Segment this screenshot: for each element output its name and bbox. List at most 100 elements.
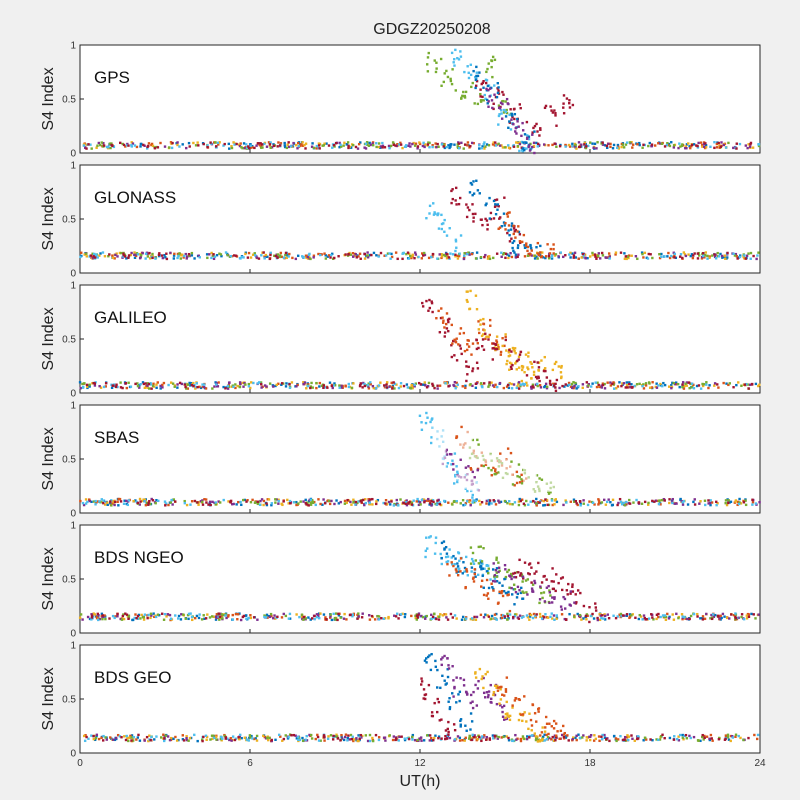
data-point [674, 256, 678, 260]
data-point [689, 614, 693, 618]
data-point [537, 487, 541, 491]
data-point [536, 130, 539, 133]
data-point [433, 612, 436, 616]
data-point [673, 254, 676, 257]
data-point [603, 618, 607, 621]
data-point [497, 566, 501, 569]
data-point [600, 616, 603, 620]
data-point [198, 385, 201, 389]
data-point [621, 382, 624, 385]
data-point [484, 145, 487, 148]
data-point [488, 196, 491, 200]
data-point [500, 109, 503, 112]
data-point [98, 500, 101, 503]
data-point [492, 466, 495, 470]
data-point [434, 70, 438, 74]
data-point [390, 381, 393, 385]
data-point [288, 386, 292, 390]
data-point [441, 316, 444, 319]
data-point [535, 504, 538, 507]
data-point [676, 737, 679, 741]
data-point [474, 672, 477, 675]
data-point [445, 552, 449, 555]
data-point [523, 469, 527, 472]
data-point [745, 382, 748, 386]
data-point [433, 386, 436, 390]
data-point [532, 126, 535, 130]
data-point [591, 612, 594, 616]
data-point [389, 503, 392, 506]
data-point [555, 145, 558, 148]
data-point [300, 143, 303, 146]
data-point [648, 386, 652, 389]
data-point [265, 736, 269, 739]
data-point [703, 736, 706, 739]
data-point [162, 381, 166, 385]
data-point [138, 739, 142, 742]
data-point [672, 144, 676, 147]
data-point [560, 366, 563, 369]
data-point [668, 144, 672, 148]
data-point [213, 385, 216, 388]
data-point [479, 613, 483, 617]
data-point [485, 563, 489, 567]
data-point [329, 616, 332, 619]
data-point [345, 501, 348, 504]
data-point [684, 733, 688, 737]
data-point [298, 615, 301, 619]
data-point [486, 98, 489, 102]
data-point [121, 255, 125, 258]
data-point [233, 143, 236, 146]
data-point [473, 501, 476, 504]
data-point [490, 65, 493, 69]
data-point [488, 381, 491, 384]
data-point [704, 503, 707, 507]
data-point [412, 141, 415, 145]
data-point [284, 614, 288, 618]
figure-title: GDGZ20250208 [373, 21, 491, 38]
data-point [685, 737, 689, 740]
data-point [501, 614, 505, 617]
data-point [482, 691, 486, 695]
data-point [142, 382, 146, 386]
data-point [299, 500, 302, 503]
data-point [576, 503, 579, 507]
data-point [637, 735, 640, 739]
data-point [469, 503, 472, 507]
data-point [500, 112, 503, 115]
data-point [428, 204, 432, 208]
data-point [480, 567, 483, 571]
data-point [469, 546, 473, 549]
data-point [701, 382, 704, 386]
data-point [537, 368, 540, 372]
data-point [600, 501, 604, 504]
data-point [620, 503, 624, 506]
data-point [369, 383, 372, 386]
data-point [636, 257, 639, 261]
data-point [172, 498, 176, 501]
data-point [436, 686, 439, 689]
y-tick-label: 0.5 [62, 335, 76, 346]
data-point [156, 146, 160, 149]
data-point [361, 386, 364, 389]
data-point [637, 617, 641, 621]
data-point [122, 617, 126, 621]
data-point [496, 203, 500, 206]
data-point [482, 86, 485, 89]
data-point [505, 735, 508, 738]
data-point [433, 736, 436, 740]
data-point [315, 147, 318, 150]
data-point [720, 141, 723, 144]
data-point [437, 736, 440, 740]
data-point [497, 104, 501, 107]
data-point [288, 499, 292, 503]
data-point [463, 476, 466, 479]
data-point [93, 256, 97, 259]
data-point [423, 500, 426, 504]
data-point [465, 570, 469, 573]
data-point [482, 80, 485, 83]
data-point [437, 145, 440, 149]
data-point [612, 387, 616, 390]
data-point [442, 145, 445, 148]
